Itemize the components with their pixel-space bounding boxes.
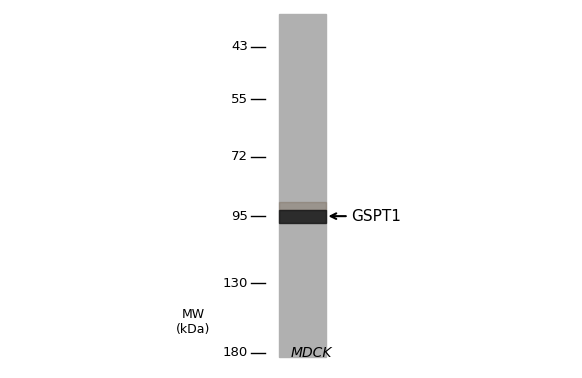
Text: MW
(kDa): MW (kDa) — [176, 308, 210, 336]
Text: 180: 180 — [222, 346, 248, 359]
Text: GSPT1: GSPT1 — [352, 209, 402, 224]
Text: 95: 95 — [231, 210, 248, 223]
Bar — [279, 202, 325, 210]
Text: 130: 130 — [222, 277, 248, 290]
Bar — [279, 210, 325, 223]
Text: 72: 72 — [231, 150, 248, 163]
Bar — [279, 14, 325, 356]
Text: MDCK: MDCK — [290, 346, 332, 360]
Text: 43: 43 — [231, 40, 248, 53]
Text: 55: 55 — [231, 93, 248, 106]
